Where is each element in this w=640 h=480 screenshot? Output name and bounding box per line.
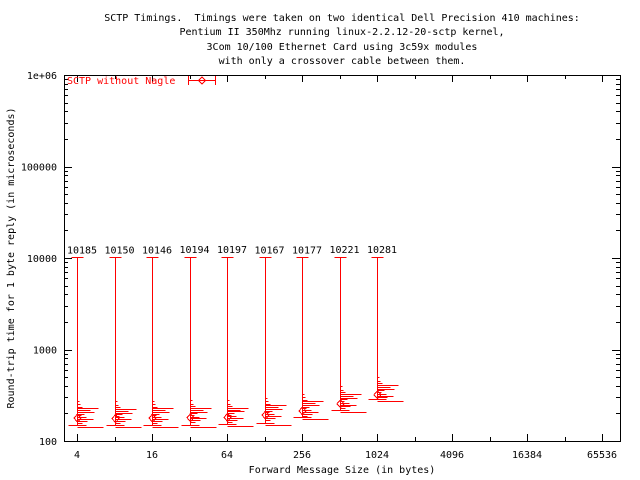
legend: SCTP without Nagle	[67, 76, 216, 87]
y-tick-label: 10000	[27, 254, 57, 265]
legend-errorbar-glyph	[188, 76, 216, 85]
errorbar-point	[143, 257, 179, 428]
x-tick-label: 4096	[440, 450, 464, 461]
point-max-label: 10167	[254, 245, 284, 256]
mean-diamond-marker	[111, 413, 120, 424]
title-line-2: Pentium II 350Mhz running linux-2.2.12-2…	[179, 27, 504, 38]
legend-diamond-icon	[197, 76, 207, 85]
y-tick-label: 100	[39, 437, 57, 448]
x-tick-label: 256	[293, 450, 311, 461]
x-tick-label: 1024	[365, 450, 389, 461]
legend-label: SCTP without Nagle	[67, 76, 175, 87]
y-tick-label: 1e+06	[27, 71, 57, 82]
axes-layer: 4 16 64 256 1024 4096 16384 65536 100 1000 10000 10…	[21, 71, 621, 461]
point-max-label: 10221	[329, 245, 359, 256]
title-line-4: with only a crossover cable between them…	[219, 56, 466, 67]
title-line-3: 3Com 10/100 Ethernet Card using 3c59x mo…	[207, 42, 478, 53]
point-max-label: 10185	[67, 245, 97, 256]
x-tick-label: 64	[221, 450, 233, 461]
errorbar-point	[106, 257, 142, 428]
errorbar-point	[181, 257, 217, 428]
series-layer: 10185 10150 10146 10194 10197 10167 10177 10221…	[67, 245, 404, 428]
x-tick-label: 16384	[512, 450, 542, 461]
mean-diamond-marker	[336, 399, 345, 409]
x-tick-label: 4	[74, 450, 80, 461]
point-max-label: 10146	[142, 245, 172, 256]
mean-diamond-marker	[186, 412, 195, 423]
point-max-label: 10197	[217, 245, 247, 256]
errorbar-point	[368, 257, 404, 402]
x-tick-label: 65536	[587, 450, 617, 461]
errorbar-point	[256, 257, 292, 426]
mean-diamond-marker	[223, 412, 232, 423]
y-tick-label: 100000	[21, 163, 57, 174]
mean-diamond-marker	[261, 410, 270, 420]
y-axis-label: Round-trip time for 1 byte reply (in mic…	[6, 107, 17, 408]
title-line-1: SCTP Timings. Timings were taken on two …	[104, 13, 580, 24]
mean-diamond-marker	[148, 413, 157, 423]
chart-title: SCTP Timings. Timings were taken on two …	[104, 13, 580, 67]
mean-diamond-marker	[73, 413, 82, 423]
errorbar-point	[68, 257, 104, 428]
errorbar-point	[331, 257, 367, 413]
y-tick-label: 1000	[33, 346, 57, 357]
errorbar-point	[293, 257, 329, 420]
point-max-label: 10177	[292, 245, 322, 256]
x-tick-label: 16	[146, 450, 158, 461]
x-axis-label: Forward Message Size (in bytes)	[249, 465, 436, 476]
mean-diamond-marker	[373, 390, 382, 400]
point-max-label: 10150	[104, 245, 134, 256]
errorbar-point	[218, 257, 254, 427]
point-max-label: 10194	[179, 245, 209, 256]
point-max-label: 10281	[367, 245, 397, 256]
mean-diamond-marker	[298, 406, 307, 416]
